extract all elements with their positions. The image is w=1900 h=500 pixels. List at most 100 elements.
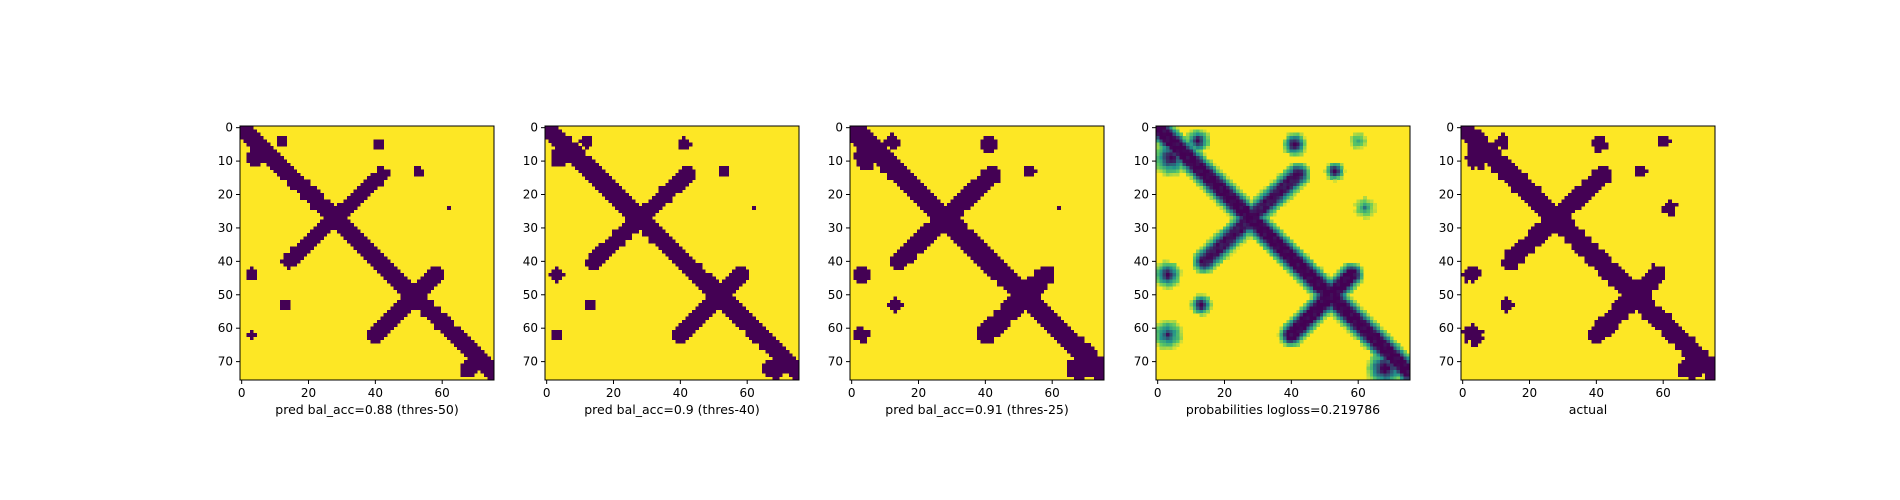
- heatmap-cell: [1027, 289, 1031, 294]
- heatmap-cell: [595, 253, 599, 257]
- heatmap-cell: [1047, 276, 1051, 281]
- x-tick-label: 20: [301, 386, 316, 400]
- heatmap-cell: [443, 319, 448, 324]
- heatmap-cell: [698, 306, 703, 311]
- heatmap-cell: [1319, 276, 1324, 281]
- heatmap-cell: [460, 333, 465, 337]
- heatmap-cell: [890, 162, 894, 167]
- heatmap-cell: [1050, 313, 1055, 317]
- heatmap-cell: [260, 156, 264, 160]
- heatmap-cell: [1588, 176, 1592, 180]
- heatmap-cell: [447, 326, 451, 331]
- heatmap-cell: [340, 202, 344, 207]
- heatmap-cell: [1202, 136, 1207, 140]
- heatmap-cell: [987, 273, 991, 277]
- heatmap-cell: [778, 366, 783, 371]
- heatmap-cell: [1013, 293, 1018, 297]
- heatmap-cell: [1389, 376, 1394, 381]
- heatmap-cell: [977, 186, 981, 190]
- heatmap-cell: [923, 246, 928, 250]
- heatmap-cell: [290, 256, 294, 260]
- heatmap-cell: [685, 172, 690, 177]
- heatmap-cell: [1033, 169, 1038, 174]
- heatmap-cell: [367, 176, 371, 180]
- heatmap-cell: [293, 263, 298, 267]
- heatmap-cell: [1040, 309, 1045, 314]
- heatmap-cell: [1212, 236, 1217, 240]
- heatmap-cell: [775, 376, 780, 381]
- heatmap-cell: [1507, 166, 1512, 170]
- heatmap-cell: [910, 236, 914, 240]
- heatmap-cell: [618, 199, 623, 204]
- heatmap-cell: [470, 339, 475, 344]
- heatmap-cell: [1359, 273, 1364, 277]
- heatmap-cell: [1070, 363, 1075, 367]
- heatmap-cell: [856, 336, 861, 341]
- heatmap-cell: [1033, 273, 1038, 277]
- heatmap-cell: [970, 246, 974, 250]
- heatmap-cell: [407, 303, 411, 307]
- heatmap-cell: [1179, 162, 1184, 167]
- heatmap-cell: [1206, 172, 1210, 177]
- heatmap-cell: [1256, 216, 1260, 220]
- heatmap-cell: [920, 189, 924, 194]
- heatmap-cell: [1316, 273, 1321, 277]
- heatmap-cell: [601, 176, 606, 180]
- heatmap-cell: [1289, 182, 1294, 187]
- heatmap-cell: [953, 236, 958, 240]
- heatmap-cell: [1023, 289, 1028, 294]
- heatmap-cell: [906, 239, 911, 244]
- heatmap-cell: [732, 306, 736, 311]
- heatmap-cell: [943, 209, 948, 214]
- heatmap-cell: [588, 179, 593, 184]
- heatmap-cell: [1396, 369, 1401, 374]
- heatmap-cell: [675, 329, 679, 334]
- heatmap-cell: [688, 142, 693, 147]
- heatmap-cell: [1013, 316, 1018, 321]
- heatmap-cell: [263, 142, 268, 147]
- heatmap-cell: [390, 276, 395, 281]
- heatmap-cell: [1256, 219, 1260, 224]
- heatmap-cell: [987, 329, 991, 334]
- heatmap-cell: [1013, 279, 1018, 284]
- heatmap-cell: [581, 156, 586, 160]
- heatmap-cell: [860, 132, 864, 137]
- heatmap-cell: [1252, 209, 1257, 214]
- heatmap-cell: [256, 156, 261, 160]
- heatmap-cell: [963, 226, 968, 230]
- heatmap-cell: [963, 206, 968, 210]
- heatmap-cell: [1212, 242, 1217, 247]
- heatmap-cell: [387, 316, 391, 321]
- heatmap-cell: [1299, 316, 1304, 321]
- heatmap-cell: [1159, 323, 1163, 327]
- heatmap-cell: [430, 316, 435, 321]
- heatmap-cell: [1077, 369, 1081, 374]
- heatmap-cell: [1262, 222, 1267, 227]
- heatmap-cell: [1209, 236, 1214, 240]
- heatmap-cell: [397, 283, 401, 287]
- heatmap-cell: [1376, 349, 1381, 354]
- heatmap-cell: [963, 229, 968, 234]
- heatmap-cell: [286, 179, 291, 184]
- heatmap-cell: [1323, 306, 1327, 311]
- heatmap-cell: [356, 232, 361, 237]
- y-tick-label: 40: [1134, 254, 1149, 268]
- heatmap-cell: [1209, 242, 1214, 247]
- heatmap-cell: [263, 152, 268, 157]
- heatmap-cell: [1192, 132, 1197, 137]
- heatmap-cell: [397, 319, 401, 324]
- heatmap-cell: [930, 232, 934, 237]
- heatmap-cell: [980, 192, 984, 197]
- heatmap-cell: [1182, 142, 1187, 147]
- heatmap-cell: [1080, 366, 1085, 371]
- heatmap-cell: [1077, 363, 1081, 367]
- heatmap-cell: [377, 269, 381, 274]
- heatmap-cell: [490, 366, 495, 371]
- heatmap-cell: [1366, 369, 1371, 374]
- heatmap-cells: [850, 126, 1105, 381]
- heatmap-cell: [1192, 253, 1197, 257]
- heatmap-cell: [946, 216, 951, 220]
- heatmap-cell: [1474, 146, 1479, 150]
- heatmap-cell: [380, 263, 385, 267]
- heatmap-cell: [1346, 293, 1351, 297]
